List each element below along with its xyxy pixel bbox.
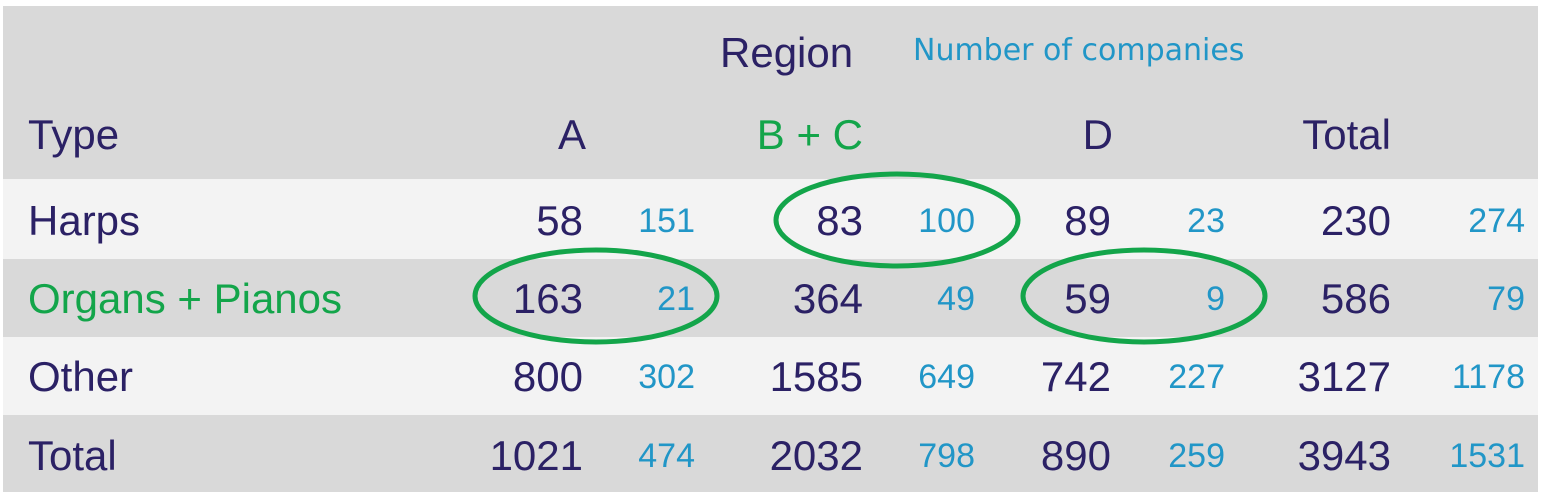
cell-count: 23 [1187, 202, 1225, 240]
row-band-total [3, 415, 1538, 492]
crosstab-table: Region Number of companies Type A B + C … [3, 6, 1538, 492]
cell-value: 742 [1040, 353, 1111, 400]
cell-count: 9 [1206, 280, 1225, 318]
region-heading: Region [720, 29, 854, 76]
cell-count: 21 [657, 280, 695, 318]
cell-count: 798 [918, 437, 975, 475]
cell-value: 89 [1064, 197, 1111, 244]
row-label-organs-pianos: Organs + Pianos [28, 275, 343, 322]
cell-count: 274 [1468, 202, 1525, 240]
cell-value: 890 [1040, 432, 1111, 479]
row-label-other: Other [28, 353, 134, 400]
cell-count: 474 [638, 437, 695, 475]
row-band-organs-pianos [3, 259, 1538, 337]
cell-value: 3127 [1297, 353, 1391, 400]
cell-value: 3943 [1297, 432, 1391, 479]
cell-value: 59 [1064, 275, 1111, 322]
cell-value: 586 [1320, 275, 1391, 322]
cell-count: 302 [638, 358, 695, 396]
cell-value: 163 [512, 275, 583, 322]
column-header-d: D [1082, 111, 1113, 158]
cell-value: 83 [816, 197, 863, 244]
cell-count: 227 [1168, 358, 1225, 396]
cell-value: 364 [792, 275, 863, 322]
cell-count: 49 [937, 280, 975, 318]
column-header-total: Total [1302, 111, 1391, 158]
cell-count: 100 [918, 202, 975, 240]
cell-value: 2032 [769, 432, 863, 479]
cell-count: 1178 [1451, 358, 1525, 396]
cell-count: 649 [918, 358, 975, 396]
cell-value: 58 [536, 197, 583, 244]
count-legend-note: Number of companies [913, 33, 1245, 68]
cell-value: 1021 [489, 432, 583, 479]
cell-value: 1585 [769, 353, 863, 400]
cell-count: 1531 [1449, 437, 1525, 475]
column-header-b-c: B + C [756, 111, 863, 158]
cell-value: 800 [512, 353, 583, 400]
column-header-a: A [557, 111, 586, 158]
row-band-harps [3, 179, 1538, 259]
row-label-total: Total [28, 432, 117, 479]
type-heading: Type [28, 111, 120, 158]
row-band-other [3, 337, 1538, 415]
cell-value: 230 [1320, 197, 1391, 244]
cell-count: 79 [1487, 280, 1525, 318]
header-band [3, 6, 1538, 179]
cell-count: 151 [638, 202, 695, 240]
cell-count: 259 [1168, 437, 1225, 475]
row-label-harps: Harps [28, 197, 141, 244]
